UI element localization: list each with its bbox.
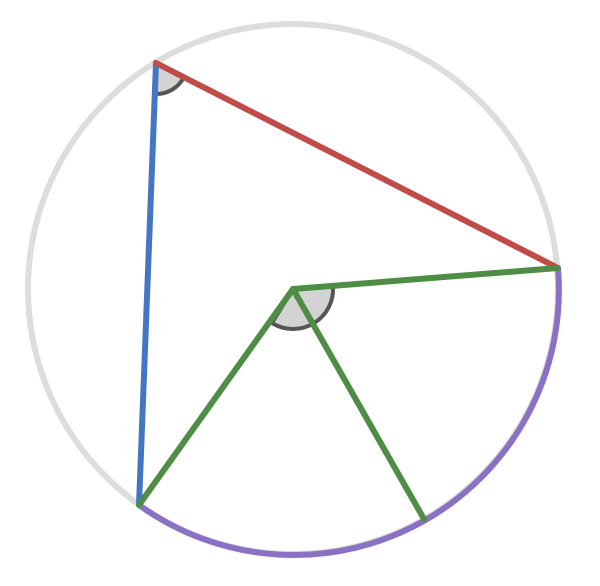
- radius-to-bottom-point: [290, 286, 427, 522]
- radius-to-right-point: [290, 265, 561, 292]
- chord-vertex-to-right-point: [153, 60, 561, 271]
- chord-vertex-to-left-point: [136, 60, 159, 508]
- radius-to-left-point: [136, 286, 296, 508]
